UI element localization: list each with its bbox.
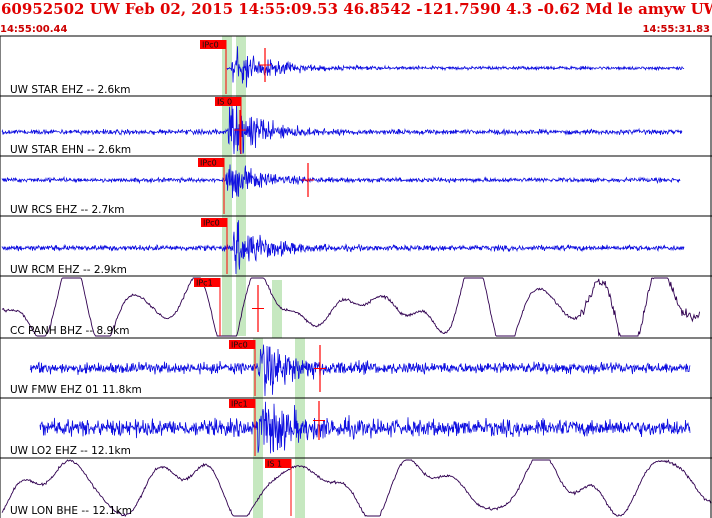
trace-waveform xyxy=(226,46,685,88)
trace-waveform xyxy=(1,102,683,155)
pick-label-box xyxy=(229,399,255,408)
pick-marker[interactable]: IS 0 xyxy=(215,97,246,154)
pick-label-box xyxy=(201,218,227,227)
pick-label-text: IS 0 xyxy=(217,98,232,107)
start-time-label: 14:55:00.44 xyxy=(0,24,68,35)
pick-label-box xyxy=(229,340,255,349)
channel-label: UW STAR EHN -- 2.6km xyxy=(10,144,131,156)
pick-markers: IPc0 IS 0 IPc0 IPc0 IPc1 IPc0 IPc1 IS 1 xyxy=(194,40,326,516)
pick-label-text: IS 1 xyxy=(267,460,282,469)
phase-window xyxy=(272,280,282,338)
pick-label-text: IPc0 xyxy=(203,219,220,228)
pick-marker[interactable]: IPc1 xyxy=(229,399,325,456)
pick-label-box xyxy=(215,97,241,106)
trace-waveform xyxy=(1,164,681,199)
channel-label: UW FMW EHZ 01 11.8km xyxy=(10,384,142,396)
pick-label-text: IPc0 xyxy=(200,159,217,168)
pick-label-text: IPc1 xyxy=(231,400,248,409)
pick-label-box xyxy=(194,278,220,287)
trace-waveform xyxy=(1,459,712,517)
pick-label-text: IPc0 xyxy=(202,41,219,50)
pick-label-text: IPc0 xyxy=(231,341,248,350)
channel-label: UW LO2 EHZ -- 12.1km xyxy=(10,445,131,457)
pick-marker[interactable]: IPc0 xyxy=(229,340,326,396)
pick-label-box xyxy=(200,40,226,49)
pick-marker[interactable]: IPc0 xyxy=(201,218,228,274)
pick-label-box xyxy=(265,459,291,468)
channel-label: UW RCM EHZ -- 2.9km xyxy=(10,264,127,276)
pick-marker[interactable]: IPc0 xyxy=(198,158,314,214)
pick-marker[interactable]: IPc1 xyxy=(194,278,264,336)
phase-window xyxy=(253,338,263,518)
event-header: 60952502 UW Feb 02, 2015 14:55:09.53 46.… xyxy=(1,0,712,18)
pick-marker[interactable]: IS 1 xyxy=(265,459,292,516)
channel-labels: UW STAR EHZ -- 2.6km UW STAR EHN -- 2.6km… xyxy=(10,84,142,517)
phase-windows xyxy=(222,36,305,518)
pick-marker[interactable]: IPc0 xyxy=(200,40,271,94)
channel-label: UW LON BHE -- 12.1km xyxy=(10,505,132,517)
pick-label-box xyxy=(198,158,224,167)
pick-label-text: IPc1 xyxy=(196,279,213,288)
trace-waveform xyxy=(29,344,691,397)
panel-dividers xyxy=(0,35,712,518)
trace-waveform xyxy=(39,401,691,454)
end-time-label: 14:55:31.83 xyxy=(642,24,710,35)
trace-waveform xyxy=(1,277,701,337)
channel-label: UW STAR EHZ -- 2.6km xyxy=(10,84,130,96)
traces-layer xyxy=(1,46,712,517)
channel-label: CC PANH BHZ -- 8.9km xyxy=(10,325,129,337)
channel-label: UW RCS EHZ -- 2.7km xyxy=(10,204,125,216)
trace-waveform xyxy=(1,220,685,275)
